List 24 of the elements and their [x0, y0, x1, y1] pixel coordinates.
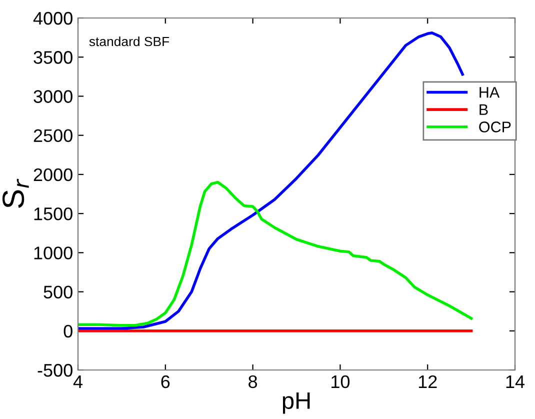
x-tick-label: 14 [506, 376, 525, 388]
y-tick-label: -500 [38, 364, 72, 377]
annotation: standard SBF [89, 36, 170, 46]
y-tick-label: 2500 [34, 129, 72, 142]
legend-label: HA [480, 87, 500, 98]
y-tick-label: 500 [44, 286, 72, 298]
x-axis-title: pH [282, 392, 310, 414]
x-tick-label: 10 [332, 375, 350, 388]
y-tick-label: 3000 [34, 90, 72, 103]
x-tick-label: 4 [73, 376, 82, 388]
y-tick-label: 1500 [34, 207, 72, 220]
line-series [78, 180, 473, 327]
y-tick-label: 0 [64, 324, 72, 338]
legend-label: B [480, 104, 488, 115]
y-tick-label: 1000 [34, 246, 72, 260]
x-tick-label: 8 [248, 375, 258, 388]
y-axis-title: S$_{r}$ [2, 178, 29, 208]
line-series [78, 31, 464, 330]
y-tick-label: 3500 [34, 51, 72, 64]
legend-label: OCP [479, 122, 511, 132]
x-tick-label: 12 [418, 375, 437, 388]
x-tick-label: 6 [161, 375, 170, 388]
y-tick-label: 2000 [34, 168, 72, 182]
y-tick-label: 4000 [33, 12, 72, 25]
